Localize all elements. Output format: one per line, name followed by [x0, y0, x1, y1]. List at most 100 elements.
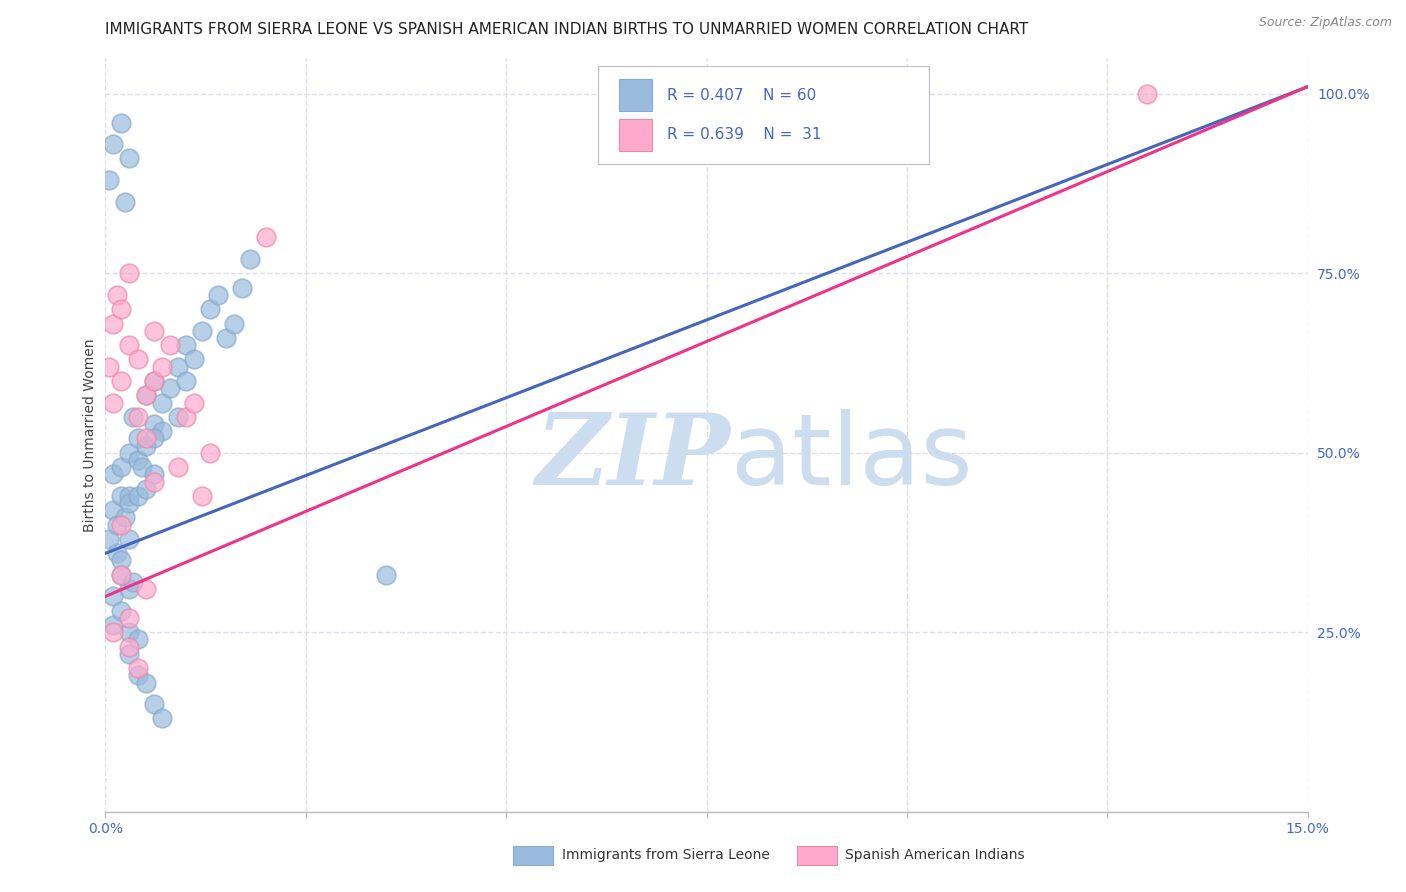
Point [107, 517, 129, 532]
Point [174, 409, 197, 424]
Point [214, 331, 236, 345]
Point [122, 409, 145, 424]
Text: Immigrants from Sierra Leone: Immigrants from Sierra Leone [562, 848, 770, 863]
Point [114, 194, 136, 209]
Point [103, 467, 125, 482]
Point [222, 317, 245, 331]
Point [107, 546, 129, 560]
Point [110, 553, 132, 567]
Point [110, 604, 132, 618]
Point [174, 338, 197, 352]
Point [110, 489, 132, 503]
Point [135, 582, 157, 597]
Point [118, 647, 141, 661]
Point [159, 338, 181, 352]
Point [374, 567, 398, 582]
Point [110, 567, 132, 582]
Text: Source: ZipAtlas.com: Source: ZipAtlas.com [1258, 16, 1392, 29]
Point [103, 317, 125, 331]
Point [127, 661, 149, 675]
Point [122, 574, 145, 589]
Point [142, 467, 165, 482]
FancyBboxPatch shape [619, 119, 652, 151]
Point [150, 395, 173, 409]
Point [183, 352, 205, 367]
Point [142, 475, 165, 489]
Point [118, 446, 141, 460]
Point [1136, 87, 1159, 101]
Point [159, 381, 181, 395]
Text: Spanish American Indians: Spanish American Indians [845, 848, 1025, 863]
Point [131, 460, 153, 475]
Point [118, 496, 141, 510]
Point [118, 625, 141, 640]
Point [103, 137, 125, 152]
Point [98, 173, 121, 187]
FancyBboxPatch shape [599, 65, 929, 163]
Point [190, 489, 212, 503]
Point [150, 424, 173, 438]
Point [616, 101, 638, 115]
Text: R = 0.639    N =  31: R = 0.639 N = 31 [666, 128, 821, 143]
Point [103, 503, 125, 517]
Point [166, 359, 188, 374]
Point [127, 409, 149, 424]
Point [254, 230, 277, 244]
Text: IMMIGRANTS FROM SIERRA LEONE VS SPANISH AMERICAN INDIAN BIRTHS TO UNMARRIED WOME: IMMIGRANTS FROM SIERRA LEONE VS SPANISH … [105, 22, 1029, 37]
Point [135, 388, 157, 402]
Point [183, 395, 205, 409]
Point [142, 417, 165, 431]
Point [135, 675, 157, 690]
Point [127, 489, 149, 503]
Point [127, 352, 149, 367]
Point [142, 432, 165, 446]
Text: atlas: atlas [731, 409, 972, 506]
Point [142, 324, 165, 338]
Point [98, 532, 121, 546]
Point [207, 288, 229, 302]
Point [127, 632, 149, 647]
Point [166, 460, 188, 475]
Point [98, 359, 121, 374]
Point [114, 510, 136, 524]
Point [118, 582, 141, 597]
Point [142, 374, 165, 388]
Point [198, 446, 221, 460]
Point [127, 432, 149, 446]
Point [118, 152, 141, 166]
Point [135, 482, 157, 496]
Point [135, 388, 157, 402]
Y-axis label: Births to Unmarried Women: Births to Unmarried Women [83, 338, 97, 532]
Point [110, 115, 132, 129]
Point [110, 517, 132, 532]
Point [150, 711, 173, 725]
Point [190, 324, 212, 338]
Point [103, 618, 125, 632]
Point [142, 697, 165, 711]
Point [127, 453, 149, 467]
Point [110, 567, 132, 582]
Point [142, 374, 165, 388]
Point [107, 288, 129, 302]
Point [135, 439, 157, 453]
Point [118, 338, 141, 352]
Point [150, 359, 173, 374]
Point [174, 374, 197, 388]
Text: ZIP: ZIP [536, 409, 731, 506]
FancyBboxPatch shape [619, 79, 652, 111]
Point [239, 252, 262, 266]
Point [135, 432, 157, 446]
Text: R = 0.407    N = 60: R = 0.407 N = 60 [666, 87, 815, 103]
Point [110, 374, 132, 388]
Point [127, 668, 149, 682]
Point [198, 302, 221, 317]
Point [118, 640, 141, 654]
Point [118, 266, 141, 280]
Point [166, 409, 188, 424]
Point [103, 395, 125, 409]
Point [103, 590, 125, 604]
Point [118, 489, 141, 503]
Point [231, 281, 253, 295]
Point [103, 625, 125, 640]
Point [110, 460, 132, 475]
